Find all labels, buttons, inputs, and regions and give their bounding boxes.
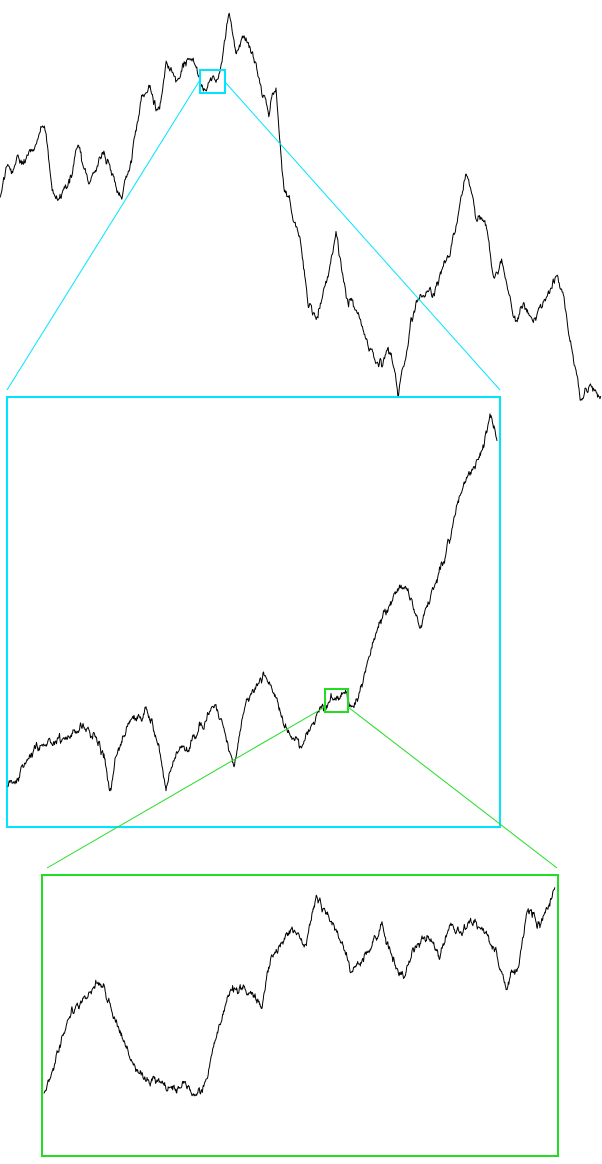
bottom-random-walk-trace [43, 887, 556, 1097]
green-zoom-inset-frame [41, 874, 559, 1157]
top-walk-panel [0, 12, 602, 401]
cyan-connector-right [224, 81, 501, 391]
cyan-zoom-group [6, 69, 501, 828]
cyan-connector-left [6, 79, 201, 391]
green-connector-right [347, 706, 558, 869]
green-connector-left [46, 706, 326, 869]
cyan-zoom-inset-frame [6, 396, 501, 828]
top-random-walk-trace [0, 12, 602, 401]
middle-random-walk-trace [7, 413, 498, 792]
bottom-walk-panel [43, 887, 556, 1097]
middle-walk-panel [7, 413, 498, 792]
green-zoom-group [41, 688, 559, 1157]
cyan-zoom-selection-box [199, 69, 226, 94]
green-zoom-selection-box [324, 688, 349, 713]
